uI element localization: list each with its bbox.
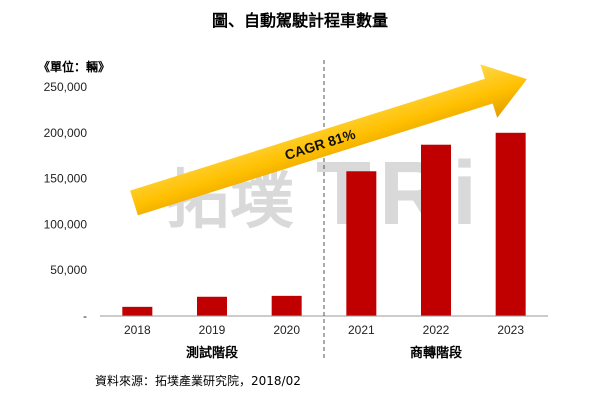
x-axis-ticks: 2018 2019 2020 2021 2022 2023	[124, 323, 524, 337]
x-tick-label-2023: 2023	[497, 323, 524, 337]
watermark-brand-en: TRi	[316, 144, 485, 244]
y-tick-label-150000: 150,000	[44, 172, 88, 186]
y-tick-label-250000: 250,000	[44, 80, 88, 94]
phase-label-0: 測試階段	[186, 345, 238, 361]
phase-labels: 測試階段 商轉階段	[186, 345, 462, 361]
y-tick-label-50000: 50,000	[50, 263, 87, 277]
bar-2018	[122, 306, 153, 316]
x-tick-label-2018: 2018	[124, 323, 151, 337]
y-axis-ticks: - 50,000 100,000 150,000 200,000 250,000	[44, 80, 88, 323]
bar-2022	[421, 144, 451, 316]
bar-series	[122, 132, 526, 316]
phase-label-1: 商轉階段	[410, 345, 462, 361]
x-tick-label-2020: 2020	[273, 323, 300, 337]
x-tick-label-2021: 2021	[348, 323, 375, 337]
y-tick-label-0: -	[83, 309, 87, 323]
y-tick-label-100000: 100,000	[44, 217, 88, 231]
bar-2020	[271, 295, 302, 316]
chart-title: 圖、自動駕駛計程車數量	[212, 11, 388, 30]
x-tick-label-2022: 2022	[423, 323, 450, 337]
bar-2023	[495, 132, 526, 316]
bar-2019	[197, 296, 227, 316]
x-tick-label-2019: 2019	[199, 323, 226, 337]
y-tick-label-200000: 200,000	[44, 126, 88, 140]
unit-label: 《單位：輛》	[38, 59, 110, 74]
source-note: 資料來源：拓墣產業研究院，2018/02	[95, 373, 301, 388]
bar-2021	[346, 171, 377, 316]
cagr-arrow-shape	[130, 64, 527, 216]
